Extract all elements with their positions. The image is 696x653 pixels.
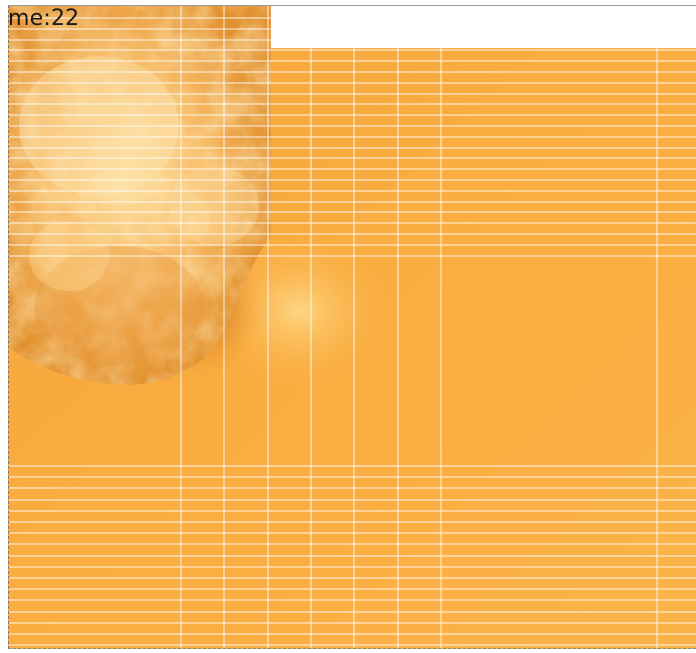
time-label: me:22 xyxy=(8,5,79,33)
simulation-frame xyxy=(9,6,696,649)
simulation-viewport xyxy=(8,5,696,649)
empty-region xyxy=(268,6,696,48)
